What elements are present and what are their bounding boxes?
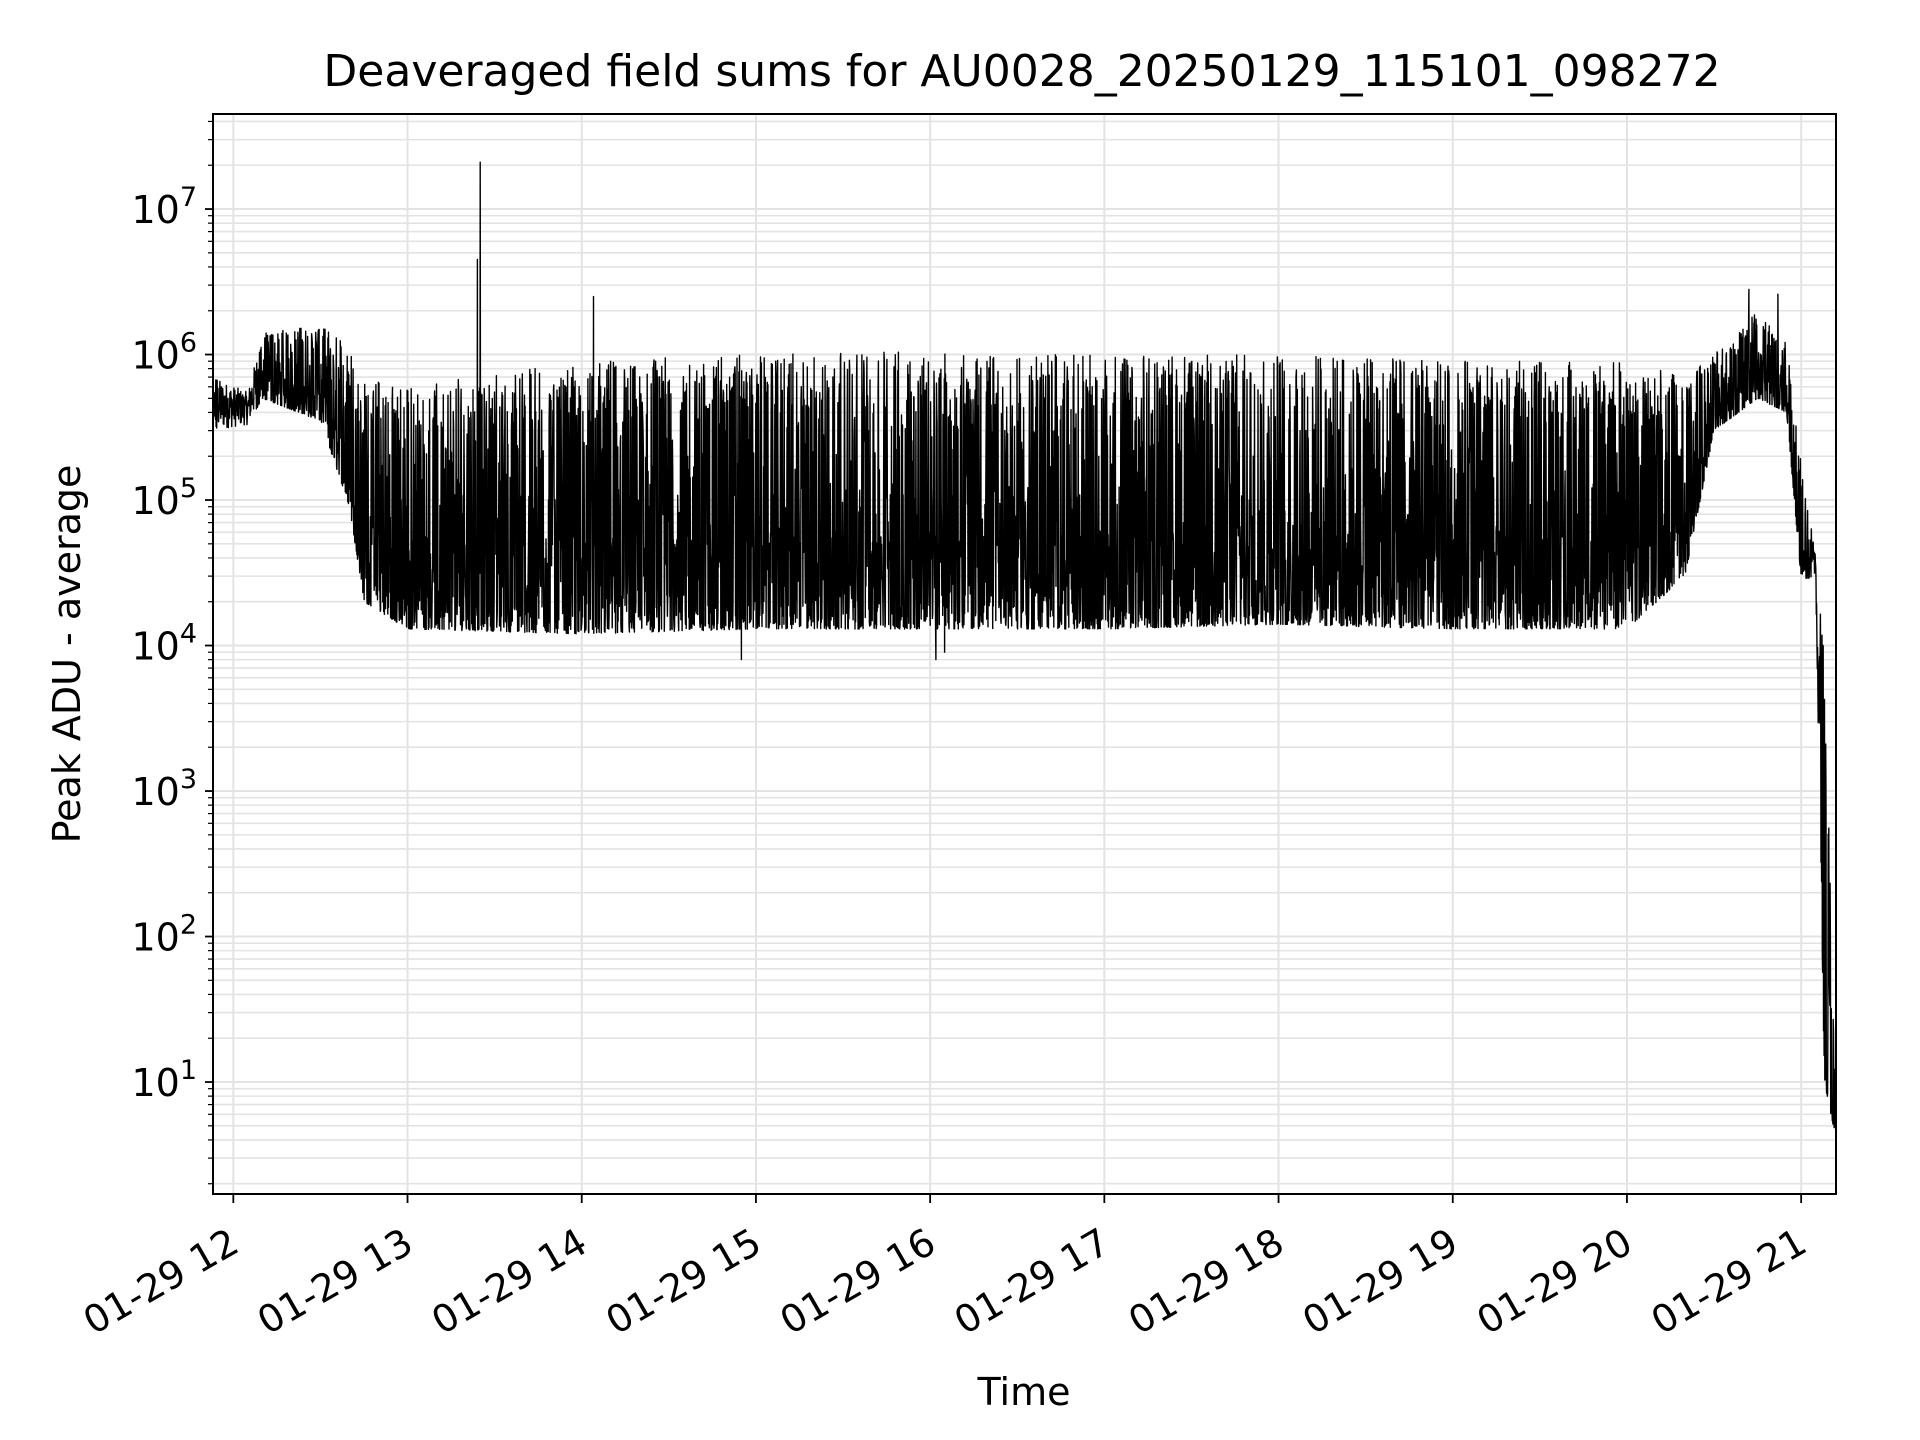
grid-lines	[213, 114, 1836, 1194]
x-axis-label: Time	[977, 1370, 1071, 1414]
chart-title: Deaveraged field sums for AU0028_2025012…	[323, 46, 1720, 97]
y-tick-label: 102	[131, 910, 197, 960]
series-line	[212, 161, 1837, 1140]
y-tick-label: 104	[131, 619, 197, 669]
y-axis-label: Peak ADU - average	[45, 465, 89, 844]
plot-frame	[212, 113, 1837, 1195]
series-line-group	[212, 161, 1837, 1140]
